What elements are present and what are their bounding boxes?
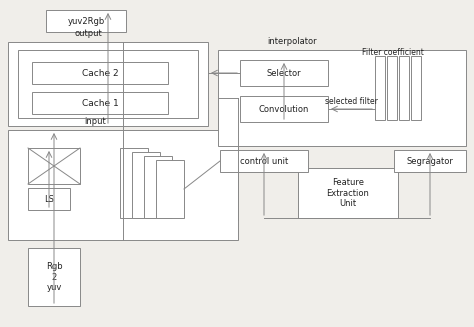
Bar <box>120 148 148 218</box>
Text: Segragator: Segragator <box>407 157 454 165</box>
Text: Cache 2: Cache 2 <box>82 68 118 77</box>
Bar <box>32 62 168 84</box>
Text: Feature
Extraction
Unit: Feature Extraction Unit <box>327 178 369 208</box>
Text: Cache 1: Cache 1 <box>82 98 118 108</box>
Bar <box>411 56 421 120</box>
Text: control unit: control unit <box>240 157 288 165</box>
Text: Convolution: Convolution <box>259 105 309 113</box>
Text: Filter coefficient: Filter coefficient <box>362 48 424 57</box>
Bar <box>387 56 397 120</box>
Bar <box>28 248 80 306</box>
Text: LS: LS <box>44 195 54 203</box>
Text: Selector: Selector <box>267 68 301 77</box>
Text: input: input <box>84 117 106 126</box>
Text: selected filter: selected filter <box>325 97 378 106</box>
Bar <box>240 60 328 86</box>
Bar <box>8 42 208 126</box>
Text: interpolator: interpolator <box>268 37 317 46</box>
Bar <box>240 96 328 122</box>
Text: output: output <box>74 29 102 38</box>
Bar <box>18 50 198 118</box>
Bar <box>394 150 466 172</box>
Bar <box>298 168 398 218</box>
Bar <box>132 152 160 218</box>
Bar <box>46 10 126 32</box>
Bar <box>220 150 308 172</box>
Bar <box>399 56 409 120</box>
Bar <box>156 160 184 218</box>
Text: Rgb
2
yuv: Rgb 2 yuv <box>46 262 62 292</box>
Text: yuv2Rgb: yuv2Rgb <box>67 16 105 26</box>
Bar <box>144 156 172 218</box>
Bar <box>28 148 80 184</box>
Bar <box>218 50 466 146</box>
Bar <box>32 92 168 114</box>
Bar <box>8 130 238 240</box>
Bar <box>28 188 70 210</box>
Bar <box>375 56 385 120</box>
